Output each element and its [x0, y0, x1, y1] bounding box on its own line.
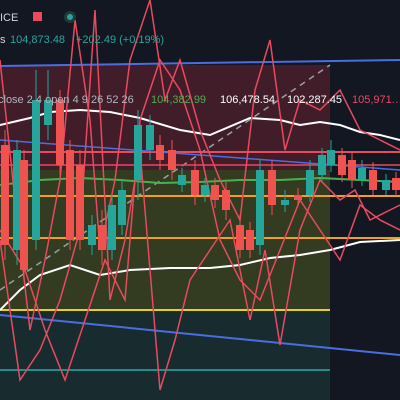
candle-body: [76, 165, 84, 240]
candle-body: [281, 200, 289, 205]
candle-body: [32, 100, 40, 240]
candle-body: [211, 185, 219, 200]
candle-body: [20, 160, 28, 270]
candle-body: [327, 150, 335, 165]
candle-body: [134, 125, 142, 180]
candle-body: [318, 155, 326, 175]
indicator-value: 104,382.99: [151, 94, 206, 106]
candle-body: [168, 150, 176, 170]
candle-body: [201, 185, 209, 195]
candle-body: [66, 150, 74, 240]
trend-line: [0, 59, 400, 67]
candle-body: [156, 145, 164, 160]
candle-body: [1, 145, 9, 245]
candle-body: [118, 190, 126, 225]
candle-body: [56, 100, 64, 165]
candle-body: [268, 170, 276, 205]
status-dot: [67, 14, 73, 20]
price-change: +202.49 (+0.19%): [76, 34, 164, 46]
dashed-line: [0, 64, 331, 291]
candle-body: [348, 160, 356, 180]
candle-body: [98, 225, 106, 250]
band-lower: [0, 239, 400, 311]
indicator-value: 106,478.54: [220, 94, 275, 106]
band-upper: [0, 108, 400, 141]
unit-fragment: s: [0, 34, 6, 46]
candle-body: [246, 230, 254, 250]
indicator-value: 102,287.45: [287, 94, 342, 106]
candle-body: [338, 155, 346, 175]
candle-body: [108, 205, 116, 250]
candle-body: [44, 100, 52, 125]
candle-body: [88, 225, 96, 245]
flag-icon: [33, 12, 42, 21]
candle-body: [256, 170, 264, 245]
candle-body: [191, 170, 199, 195]
candle-body: [294, 195, 302, 200]
oscillator-line: [0, 9, 400, 391]
candle-body: [222, 190, 230, 210]
candle-body: [13, 150, 21, 250]
candle-body: [146, 125, 154, 150]
candle-body: [236, 225, 244, 250]
teal-zone: [0, 310, 330, 400]
candle-body: [358, 168, 366, 180]
candle-body: [382, 180, 390, 190]
candle-body: [392, 178, 400, 190]
oscillator-line: [0, 0, 400, 331]
trend-line: [0, 314, 400, 356]
indicator-value: 105,971.…: [352, 94, 400, 106]
candle-body: [306, 170, 314, 195]
candle-body: [178, 175, 186, 185]
price: 104,873.48: [10, 34, 65, 46]
oscillator-line: [0, 58, 400, 383]
indicator-label: close 2 4 open 4 9 26 52 26: [0, 94, 134, 106]
candle-body: [369, 170, 377, 190]
symbol: ICE: [0, 12, 18, 24]
